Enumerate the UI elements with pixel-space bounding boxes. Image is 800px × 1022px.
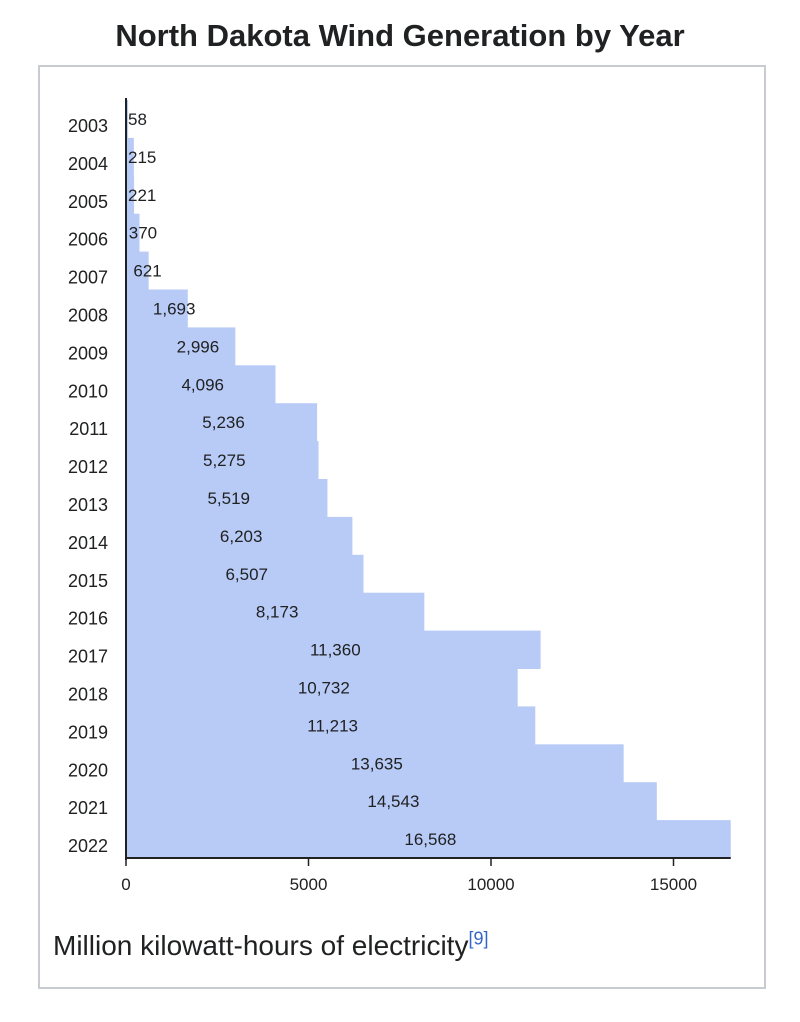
y-tick-label-2007: 2007 xyxy=(68,268,108,288)
bar-2017 xyxy=(126,630,541,669)
data-label-2021: 14,543 xyxy=(367,792,419,811)
y-tick-label-2004: 2004 xyxy=(68,154,108,174)
data-label-2020: 13,635 xyxy=(351,754,403,773)
data-label-2007: 621 xyxy=(133,262,161,281)
data-label-2013: 5,519 xyxy=(207,489,250,508)
data-label-2003: 58 xyxy=(128,110,147,129)
chart-caption: Million kilowatt-hours of electricity[9] xyxy=(53,930,488,962)
bar-2004 xyxy=(126,137,134,177)
bar-2015 xyxy=(126,554,364,594)
data-label-2017: 11,360 xyxy=(310,641,361,660)
bar-2010 xyxy=(126,365,276,404)
bar-2014 xyxy=(126,516,353,556)
x-tick-label-0: 0 xyxy=(121,875,130,894)
data-labels-layer: 58 215 221 370 621 1,693 2,996 4,096 5,236 5,275 5… xyxy=(128,110,456,849)
bar-2018 xyxy=(126,668,518,707)
data-label-2009: 2,996 xyxy=(177,337,220,356)
y-tick-labels-layer: 2003 2004 2005 2006 2007 2008 2009 2010 2011 2012… xyxy=(68,116,108,856)
bar-2007 xyxy=(126,251,149,290)
bar-2003 xyxy=(126,100,129,139)
bar-2022 xyxy=(126,820,731,859)
data-label-2005: 221 xyxy=(128,186,156,205)
y-tick-label-2008: 2008 xyxy=(68,305,108,325)
bar-2020 xyxy=(126,744,624,783)
bar-2013 xyxy=(126,479,328,518)
y-tick-label-2017: 2017 xyxy=(68,647,108,667)
y-tick-label-2003: 2003 xyxy=(68,116,108,136)
y-tick-label-2005: 2005 xyxy=(68,192,108,212)
chart-title: North Dakota Wind Generation by Year xyxy=(115,18,685,53)
y-tick-label-2018: 2018 xyxy=(68,684,108,704)
bar-2019 xyxy=(126,706,536,745)
y-tick-label-2010: 2010 xyxy=(68,381,108,401)
data-label-2016: 8,173 xyxy=(256,603,299,622)
data-label-2014: 6,203 xyxy=(220,527,263,546)
bar-2021 xyxy=(126,782,657,821)
y-tick-label-2006: 2006 xyxy=(68,230,108,250)
x-tick-label-10000: 10000 xyxy=(467,875,514,894)
y-tick-label-2012: 2012 xyxy=(68,457,108,477)
y-tick-label-2020: 2020 xyxy=(68,760,108,780)
y-tick-label-2015: 2015 xyxy=(68,571,108,591)
bar-2008 xyxy=(126,289,188,328)
x-axis-layer: 0 5000 10000 15000 xyxy=(121,858,697,894)
data-label-2011: 5,236 xyxy=(202,413,245,432)
y-tick-label-2009: 2009 xyxy=(68,343,108,363)
y-tick-label-2013: 2013 xyxy=(68,495,108,515)
data-label-2022: 16,568 xyxy=(404,830,456,849)
data-label-2012: 5,275 xyxy=(203,451,246,470)
data-label-2015: 6,507 xyxy=(225,565,268,584)
data-label-2008: 1,693 xyxy=(153,299,196,318)
y-tick-label-2022: 2022 xyxy=(68,836,108,856)
bar-2005 xyxy=(126,175,135,215)
data-label-2018: 10,732 xyxy=(298,678,350,697)
bar-2006 xyxy=(126,213,140,253)
data-label-2019: 11,213 xyxy=(307,716,358,735)
y-tick-label-2016: 2016 xyxy=(68,609,108,629)
y-tick-label-2014: 2014 xyxy=(68,533,108,553)
bar-2012 xyxy=(126,441,319,480)
bar-2016 xyxy=(126,592,425,632)
data-label-2004: 215 xyxy=(128,148,156,167)
y-tick-label-2011: 2011 xyxy=(69,419,108,439)
data-label-2006: 370 xyxy=(129,224,157,243)
bars-layer xyxy=(126,100,731,859)
bar-2009 xyxy=(126,327,236,366)
bar-2011 xyxy=(126,403,318,442)
x-tick-label-5000: 5000 xyxy=(290,875,328,894)
x-tick-label-15000: 15000 xyxy=(650,875,697,894)
data-label-2010: 4,096 xyxy=(181,375,224,394)
reference-link[interactable]: [9] xyxy=(468,928,489,949)
caption-text: Million kilowatt-hours of electricity xyxy=(53,930,469,961)
y-tick-label-2019: 2019 xyxy=(68,722,108,742)
y-tick-label-2021: 2021 xyxy=(68,798,108,818)
